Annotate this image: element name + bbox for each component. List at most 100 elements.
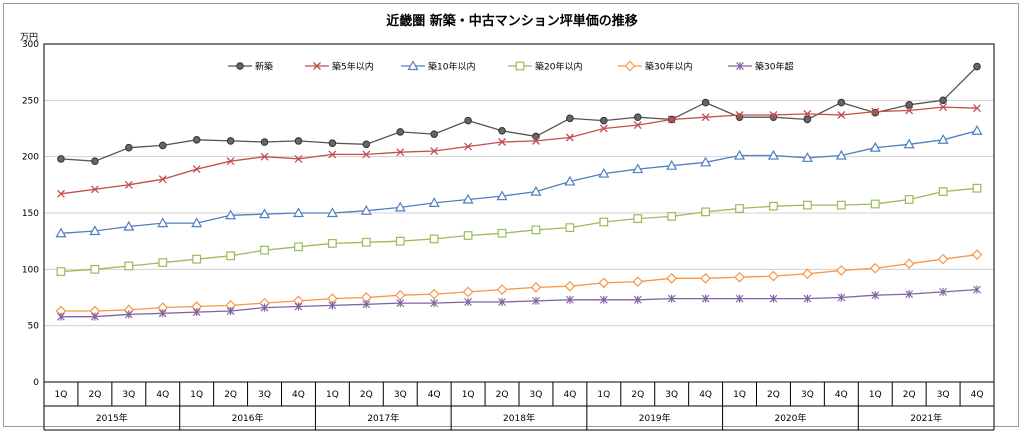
x-tick-label: 4Q: [971, 390, 984, 400]
x-year-label: 2020年: [774, 412, 806, 424]
data-point: [905, 101, 913, 109]
data-point: [360, 205, 372, 215]
data-point: [124, 310, 133, 319]
data-point: [870, 199, 880, 209]
data-point: [701, 207, 711, 217]
data-point: [326, 207, 338, 218]
data-point: [497, 228, 507, 238]
data-point: [836, 200, 846, 210]
data-point: [123, 220, 135, 231]
x-tick-label: 4Q: [428, 390, 441, 400]
data-point: [802, 200, 812, 210]
data-point: [734, 149, 746, 160]
data-point: [396, 148, 405, 157]
data-point: [394, 289, 406, 301]
data-point: [428, 197, 440, 207]
x-tick-label: 3Q: [530, 390, 543, 400]
data-point: [937, 134, 949, 144]
data-point: [428, 288, 440, 300]
data-point: [57, 189, 65, 198]
data-point: [633, 121, 642, 130]
data-point: [939, 103, 948, 112]
data-point: [972, 183, 982, 193]
data-point: [394, 201, 406, 212]
data-point: [701, 98, 710, 107]
x-tick-label: 1Q: [326, 390, 339, 400]
data-point: [55, 227, 67, 238]
legend-marker: [313, 62, 321, 70]
data-point: [598, 167, 610, 178]
data-point: [294, 302, 303, 311]
data-point: [632, 163, 644, 174]
data-point: [530, 282, 542, 293]
data-point: [835, 265, 847, 276]
data-point: [700, 156, 712, 167]
data-point: [328, 150, 337, 159]
data-point: [564, 280, 576, 292]
data-point: [837, 98, 846, 107]
data-point: [837, 293, 846, 302]
data-point: [973, 285, 981, 294]
data-point: [701, 294, 710, 303]
series-line-4: [60, 187, 978, 273]
legend-marker: [236, 62, 244, 70]
legend-entry: 新築: [255, 61, 273, 73]
data-point: [532, 296, 540, 305]
data-point: [667, 294, 676, 303]
x-tick-label: 1Q: [462, 390, 475, 400]
data-point: [57, 312, 65, 321]
y-tick-label: 250: [22, 96, 39, 106]
data-point: [871, 291, 880, 300]
data-point: [192, 308, 201, 317]
y-tick-label: 300: [22, 40, 39, 50]
data-point: [429, 234, 439, 244]
data-point: [633, 113, 642, 122]
x-tick-label: 3Q: [801, 390, 814, 400]
data-point: [701, 113, 710, 122]
data-point: [464, 298, 473, 307]
data-point: [90, 264, 100, 274]
y-unit-label: 万円: [20, 32, 38, 43]
data-point: [192, 135, 201, 144]
data-point: [56, 267, 66, 276]
data-point: [973, 62, 981, 71]
legend-entry: 築30年以内: [645, 61, 692, 73]
data-point: [565, 295, 574, 304]
data-point: [498, 138, 506, 146]
x-tick-label: 2Q: [631, 390, 644, 400]
data-point: [971, 249, 983, 261]
data-point: [769, 294, 778, 303]
legend-marker: [736, 62, 744, 70]
x-tick-label: 4Q: [563, 390, 576, 400]
data-point: [124, 180, 133, 189]
data-point: [158, 141, 167, 150]
data-point: [735, 204, 744, 213]
x-tick-label: 4Q: [156, 390, 169, 400]
data-point: [599, 295, 608, 304]
x-year-label: 2015年: [96, 412, 128, 424]
data-point: [158, 175, 167, 184]
x-tick-label: 2Q: [360, 390, 373, 400]
data-point: [125, 143, 133, 152]
data-point: [837, 111, 846, 119]
data-point: [530, 185, 542, 196]
x-tick-label: 3Q: [258, 390, 271, 400]
legend-marker: [624, 60, 636, 72]
data-point: [667, 115, 676, 124]
data-point: [192, 254, 202, 264]
legend-marker: [407, 60, 419, 71]
data-point: [225, 209, 237, 220]
data-point: [124, 261, 134, 271]
data-point: [294, 154, 303, 163]
x-tick-label: 4Q: [835, 390, 848, 400]
data-point: [938, 187, 948, 196]
data-point: [600, 116, 608, 125]
data-point: [498, 126, 506, 135]
data-point: [89, 225, 101, 236]
x-tick-label: 1Q: [55, 390, 68, 400]
data-point: [464, 116, 472, 125]
data-point: [361, 237, 371, 247]
data-point: [294, 137, 303, 145]
data-point: [226, 307, 235, 316]
